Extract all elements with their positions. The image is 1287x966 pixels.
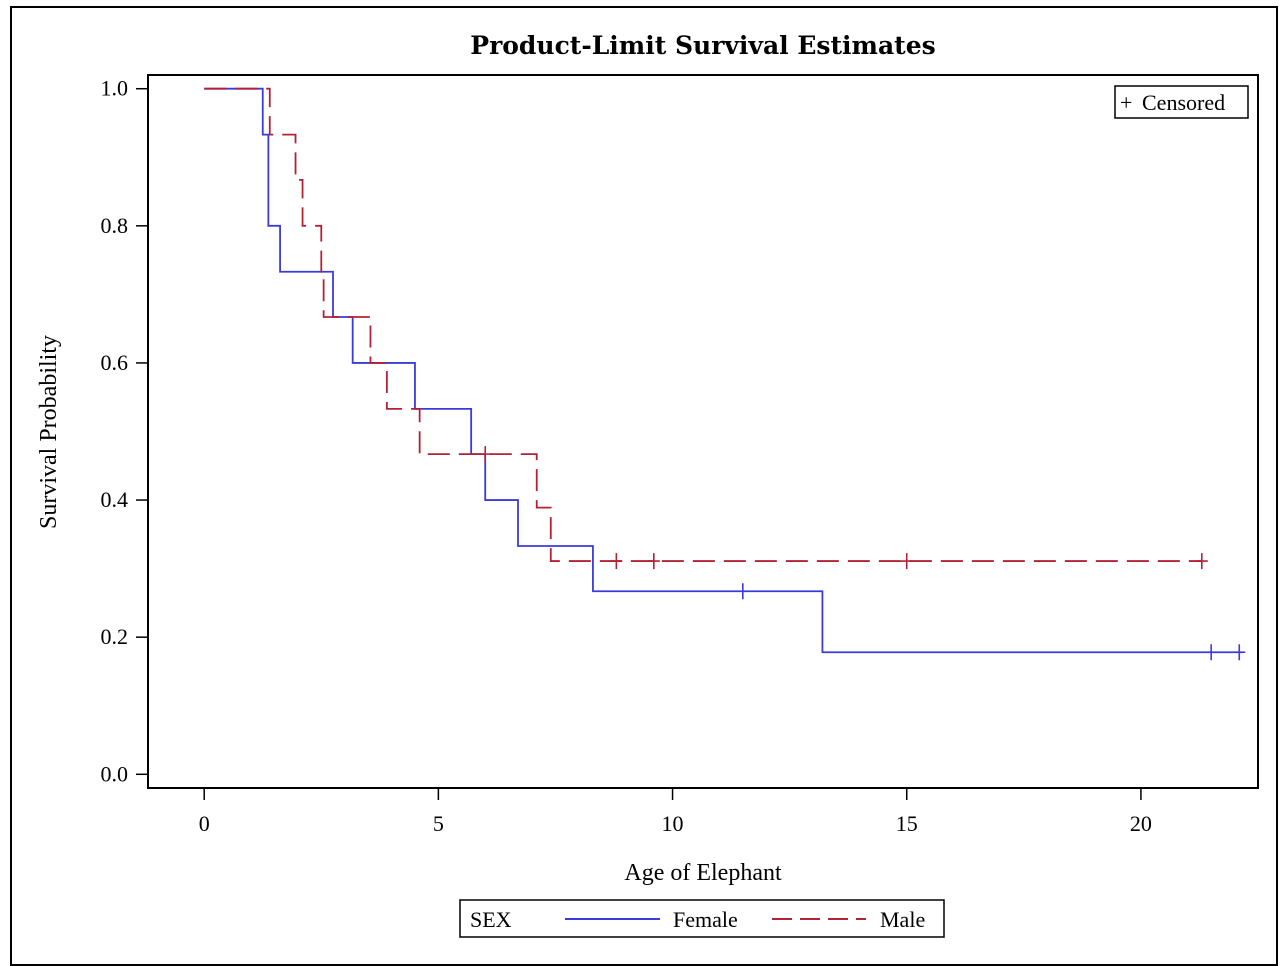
y-tick-label: 0.8	[101, 213, 129, 238]
y-axis: 0.0 0.2 0.4 0.6 0.8 1.0	[101, 76, 148, 786]
censored-inset: + Censored	[1114, 85, 1249, 119]
chart-title: Product-Limit Survival Estimates	[470, 31, 935, 60]
censored-mark-male	[900, 553, 913, 570]
y-tick-label: 0.6	[101, 350, 129, 375]
censored-inset-box	[1114, 85, 1249, 119]
censored-inset-label: Censored	[1142, 90, 1225, 115]
censored-mark-male	[1195, 553, 1208, 570]
censored-mark-female	[1205, 644, 1218, 661]
legend-label-female: Female	[673, 907, 738, 932]
series-line-female	[204, 87, 1244, 654]
y-tick-label: 0.0	[101, 761, 129, 786]
y-tick-label: 0.4	[101, 487, 129, 512]
y-tick-label: 0.2	[101, 624, 129, 649]
x-tick-label: 10	[662, 811, 684, 836]
x-tick-label: 0	[199, 811, 210, 836]
legend-title: SEX	[470, 907, 512, 932]
x-axis-label: Age of Elephant	[624, 860, 782, 886]
censored-mark-male	[610, 553, 623, 570]
legend-label-male: Male	[880, 907, 925, 932]
censored-inset-symbol: +	[1120, 90, 1132, 115]
x-tick-label: 15	[896, 811, 918, 836]
series-line-male	[204, 87, 1202, 562]
censored-mark-male	[647, 553, 660, 570]
x-tick-label: 5	[433, 811, 444, 836]
chart-frame	[10, 6, 1278, 966]
legend-box	[459, 899, 945, 938]
x-tick-label: 20	[1130, 811, 1152, 836]
censored-mark-female	[1233, 644, 1246, 661]
censored-mark-female	[736, 583, 749, 600]
y-axis-label: Survival Probability	[36, 335, 62, 529]
plot-area	[147, 74, 1259, 789]
x-axis: 0 5 10 15 20	[199, 788, 1152, 836]
series-layer	[204, 87, 1246, 661]
y-tick-label: 1.0	[101, 76, 129, 101]
legend: SEX Female Male	[459, 899, 945, 938]
censored-mark-male	[479, 446, 492, 463]
